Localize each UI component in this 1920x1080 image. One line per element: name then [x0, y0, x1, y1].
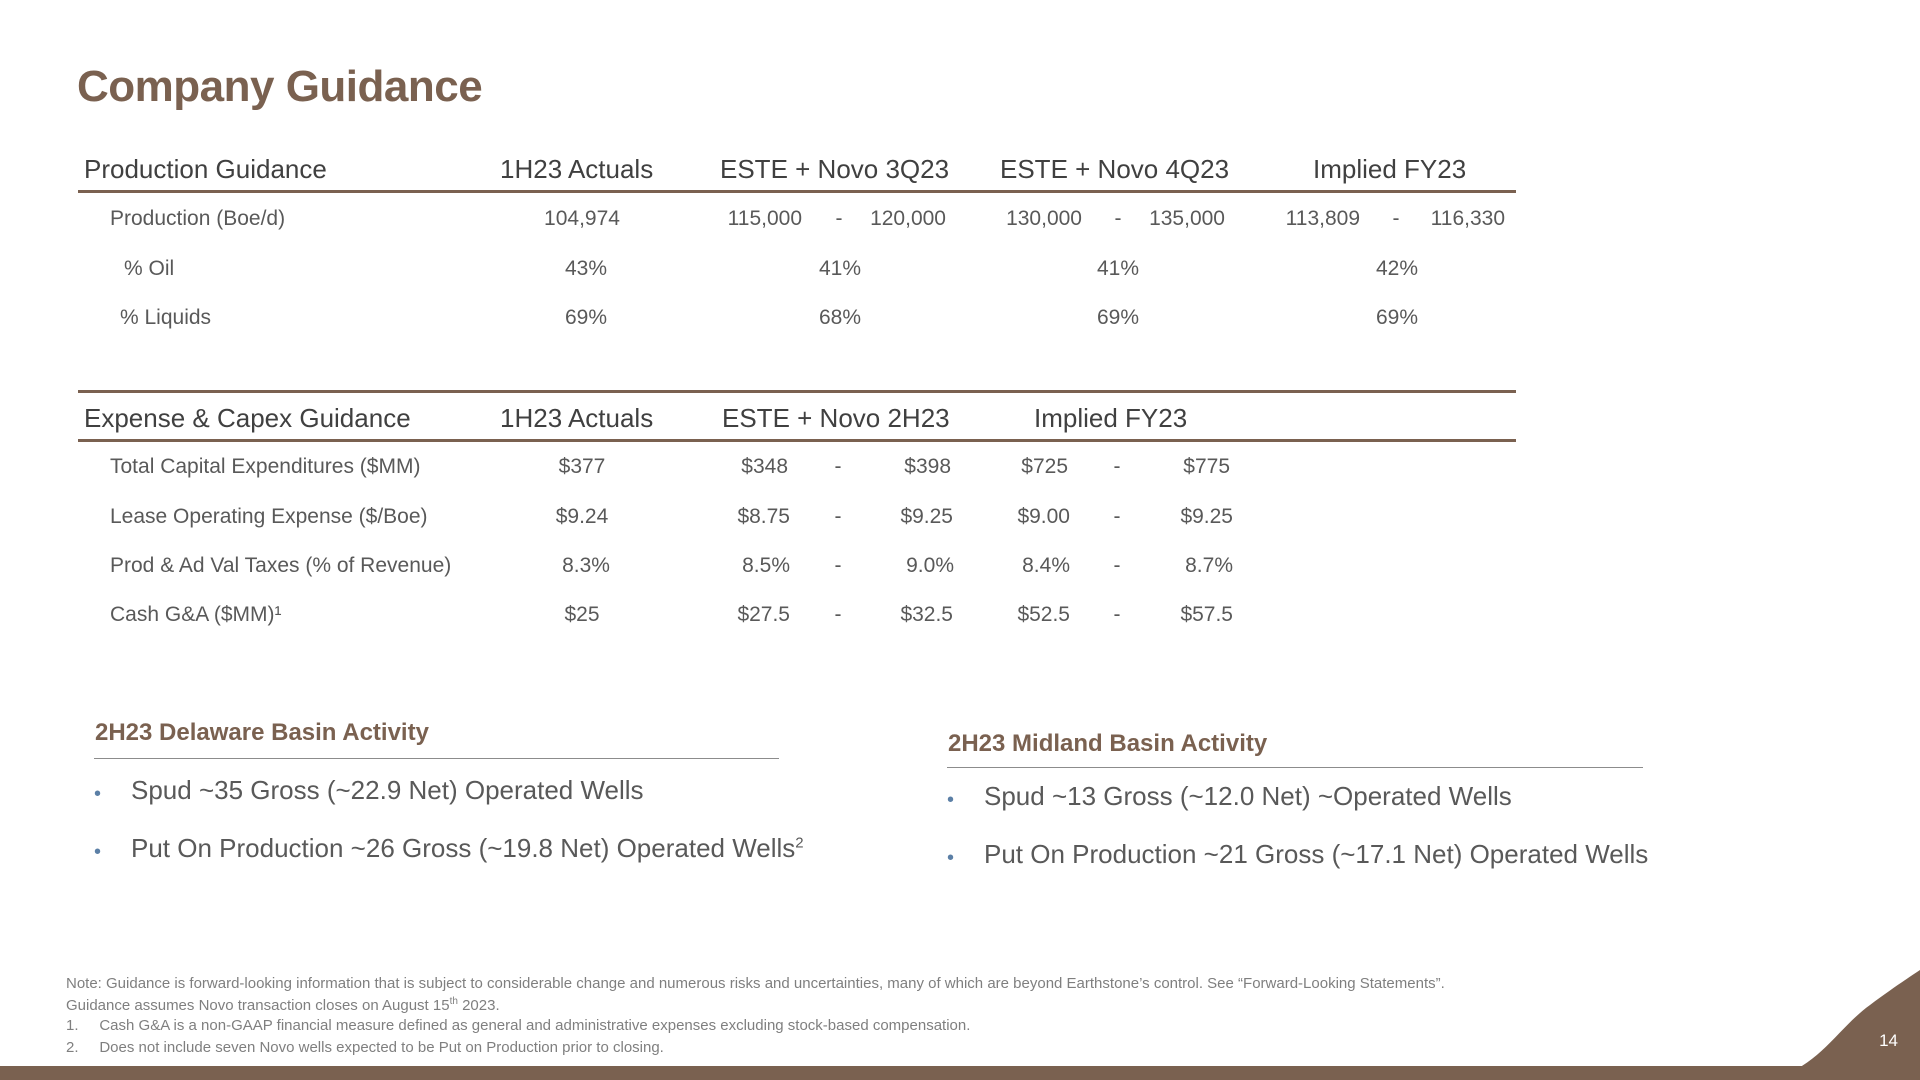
note-line: Guidance assumes Novo transaction closes…	[66, 996, 500, 1014]
cell-dash: -	[1113, 455, 1121, 478]
cell-dash: -	[834, 603, 842, 626]
cell-dash: -	[1392, 207, 1400, 230]
cell-q4-high: 135,000	[1149, 207, 1225, 230]
row-label: Prod & Ad Val Taxes (% of Revenue)	[110, 554, 452, 577]
header-3q23: ESTE + Novo 3Q23	[720, 154, 950, 184]
header-1h23-actuals: 1H23 Actuals	[500, 403, 654, 433]
row-label: Total Capital Expenditures ($MM)	[110, 455, 421, 478]
row-label: Production (Boe/d)	[110, 207, 286, 230]
bullet-text: Put On Production ~26 Gross (~19.8 Net) …	[131, 833, 804, 864]
cell-h2-high: $32.5	[900, 603, 953, 626]
cell-dash: -	[834, 455, 842, 478]
cell-fy-high: $9.25	[1180, 505, 1233, 528]
cell-dash: -	[1114, 207, 1122, 230]
cell-fy-high: 116,330	[1430, 207, 1505, 230]
cell-fy-low: $9.00	[1017, 505, 1070, 528]
cell-fy-high: 8.7%	[1185, 554, 1233, 577]
cell-fy-high: $775	[1183, 455, 1230, 478]
midland-underline	[947, 767, 1643, 768]
cell-fy-low: 113,809	[1285, 207, 1360, 230]
cell-q4: 41%	[1096, 257, 1140, 280]
note-text: Guidance assumes Novo transaction closes…	[66, 997, 450, 1014]
cell-fy: 69%	[1375, 306, 1419, 329]
header-1h23-actuals: 1H23 Actuals	[500, 154, 654, 184]
note-line: 1. Cash G&A is a non-GAAP financial meas…	[66, 1017, 971, 1034]
page-number: 14	[1879, 1031, 1898, 1050]
cell-h2-low: $348	[741, 455, 788, 478]
cell-dash: -	[834, 554, 842, 577]
bottom-bar	[0, 1066, 1920, 1080]
bullet-text: Put On Production ~21 Gross (~17.1 Net) …	[984, 839, 1649, 869]
footnote-mark: 2	[795, 834, 804, 852]
cell-actual: $25	[564, 603, 600, 626]
cell-actual: 43%	[564, 257, 608, 280]
cell-q4-low: 130,000	[1006, 207, 1082, 230]
cell-q3-low: 115,000	[727, 207, 802, 230]
row-label: Cash G&A ($MM)¹	[110, 603, 282, 626]
delaware-title: 2H23 Delaware Basin Activity	[95, 719, 429, 746]
cell-dash: -	[835, 207, 843, 230]
cell-actual: 104,974	[544, 207, 620, 230]
cell-q4: 69%	[1096, 306, 1140, 329]
bullet-icon: •	[947, 847, 955, 869]
cell-h2-high: 9.0%	[906, 554, 954, 577]
bullet-text-main: Put On Production ~26 Gross (~19.8 Net) …	[131, 833, 796, 863]
cell-h2-low: $8.75	[737, 505, 790, 528]
cell-actual: $9.24	[555, 505, 609, 528]
cell-dash: -	[1113, 554, 1121, 577]
note-line: 2. Does not include seven Novo wells exp…	[66, 1039, 664, 1056]
bullet-icon: •	[94, 841, 102, 863]
row-label: Lease Operating Expense ($/Boe)	[110, 505, 428, 528]
cell-q3-high: 120,000	[870, 207, 946, 230]
midland-title: 2H23 Midland Basin Activity	[948, 730, 1268, 757]
bullet-icon: •	[947, 789, 955, 811]
cell-fy-low: $725	[1021, 455, 1068, 478]
cell-dash: -	[834, 505, 842, 528]
header-production-guidance: Production Guidance	[84, 154, 327, 184]
note-tail: 2023.	[457, 997, 500, 1014]
cell-q3: 68%	[818, 306, 862, 329]
header-2h23: ESTE + Novo 2H23	[722, 403, 950, 433]
note-line: Note: Guidance is forward-looking inform…	[66, 975, 1445, 992]
cell-fy-low: $52.5	[1017, 603, 1070, 626]
cell-dash: -	[1113, 603, 1121, 626]
bullet-icon: •	[94, 783, 102, 805]
delaware-underline	[94, 758, 779, 759]
header-implied-fy23: Implied FY23	[1313, 154, 1467, 184]
section-top-rule	[78, 390, 1516, 393]
header-4q23: ESTE + Novo 4Q23	[1000, 154, 1230, 184]
cell-h2-high: $9.25	[900, 505, 953, 528]
header-rule	[78, 190, 1516, 193]
bullet-text: Spud ~13 Gross (~12.0 Net) ~Operated Wel…	[984, 781, 1512, 811]
bullet-text: Spud ~35 Gross (~22.9 Net) Operated Well…	[131, 775, 644, 805]
header-expense-capex: Expense & Capex Guidance	[84, 403, 411, 433]
cell-q3: 41%	[818, 257, 862, 280]
cell-fy-low: 8.4%	[1022, 554, 1070, 577]
page-title: Company Guidance	[77, 62, 483, 111]
note-sup: th	[449, 996, 458, 1007]
cell-dash: -	[1113, 505, 1121, 528]
cell-fy-high: $57.5	[1180, 603, 1233, 626]
cell-actual: 8.3%	[562, 554, 610, 577]
cell-h2-low: $27.5	[737, 603, 790, 626]
cell-actual: 69%	[564, 306, 608, 329]
cell-h2-high: $398	[904, 455, 951, 478]
corner-wave-decoration	[1760, 970, 1920, 1080]
cell-h2-low: 8.5%	[742, 554, 790, 577]
cell-actual: $377	[558, 455, 606, 478]
header-implied-fy23: Implied FY23	[1034, 403, 1188, 433]
header-rule	[78, 439, 1516, 442]
cell-fy: 42%	[1375, 257, 1419, 280]
row-label: % Liquids	[120, 306, 212, 329]
row-label: % Oil	[124, 257, 175, 280]
